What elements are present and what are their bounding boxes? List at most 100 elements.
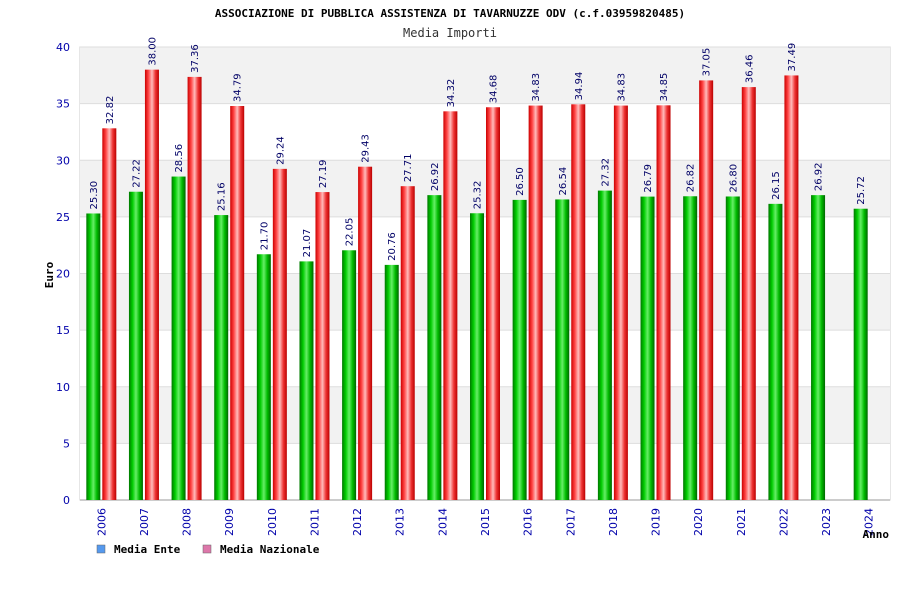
legend-label-media-nazionale: Media Nazionale [220, 543, 320, 556]
value-label: 34.83 [531, 73, 542, 102]
x-tick-label: 2008 [181, 508, 194, 536]
value-label: 34.85 [659, 73, 670, 102]
x-tick-label: 2013 [394, 508, 407, 536]
value-label: 34.32 [446, 79, 457, 108]
value-label: 26.79 [643, 164, 654, 193]
bar-media-nazionale [741, 87, 756, 500]
value-label: 29.24 [275, 136, 286, 165]
value-label: 29.43 [361, 134, 372, 163]
x-tick-label: 2015 [479, 508, 492, 536]
bar-media-ente [128, 191, 143, 500]
x-tick-label: 2009 [223, 508, 236, 536]
x-tick-label: 2024 [863, 508, 876, 536]
y-axis-ticks: 0 5 10 15 20 25 30 35 40 [56, 41, 70, 507]
bar-media-ente [555, 199, 570, 500]
value-label: 32.82 [105, 96, 116, 125]
bar-media-nazionale [102, 128, 117, 500]
x-tick-label: 2023 [820, 508, 833, 536]
bar-media-nazionale [272, 168, 287, 500]
bar-media-ente [299, 261, 314, 500]
x-tick-label: 2018 [607, 508, 620, 536]
value-label: 27.22 [131, 159, 142, 188]
bar-media-nazionale [400, 186, 415, 500]
bar-media-nazionale [613, 105, 628, 501]
value-label: 26.80 [728, 164, 739, 193]
x-tick-label: 2022 [777, 508, 790, 536]
x-tick-label: 2007 [138, 508, 151, 536]
value-label: 25.72 [856, 176, 867, 205]
bar-media-nazionale [443, 111, 458, 501]
x-tick-label: 2017 [564, 508, 577, 536]
bar-media-nazionale [528, 105, 543, 501]
y-tick-label: 5 [63, 437, 70, 450]
y-tick-label: 35 [56, 98, 70, 111]
bar-media-ente [768, 203, 783, 500]
value-label: 34.94 [574, 72, 585, 101]
y-tick-label: 40 [56, 41, 70, 54]
x-tick-label: 2020 [692, 508, 705, 536]
x-tick-label: 2014 [436, 508, 449, 536]
value-label: 26.92 [814, 162, 825, 191]
value-label: 34.79 [233, 73, 244, 102]
bar-media-ente [427, 195, 442, 501]
bar-media-ente [853, 208, 868, 500]
y-axis-label: Euro [43, 261, 56, 288]
y-tick-label: 30 [56, 154, 70, 167]
x-tick-label: 2016 [522, 508, 535, 536]
x-tick-label: 2012 [351, 508, 364, 536]
x-tick-label: 2019 [650, 508, 663, 536]
bar-media-ente [171, 176, 186, 501]
y-tick-label: 0 [63, 494, 70, 507]
bars [86, 69, 868, 501]
value-label: 37.05 [702, 48, 713, 77]
value-label: 21.70 [259, 222, 270, 251]
value-label: 37.49 [787, 43, 798, 72]
value-label: 37.36 [190, 44, 201, 73]
bar-media-ente [214, 215, 229, 501]
x-axis-ticks: 2006 2007 2008 2009 2010 2011 2012 2013 2014 2015… [95, 508, 875, 536]
legend-swatch-media-nazionale [202, 544, 212, 554]
value-label: 27.19 [318, 159, 329, 188]
value-label: 25.32 [473, 181, 484, 210]
legend-swatch-media-ente [96, 544, 106, 554]
value-label: 25.30 [89, 181, 100, 210]
y-tick-label: 15 [56, 324, 70, 337]
chart-title: ASSOCIAZIONE DI PUBBLICA ASSISTENZA DI T… [215, 7, 685, 20]
value-label: 22.05 [345, 218, 356, 247]
bar-media-ente [86, 213, 101, 501]
y-tick-label: 25 [56, 211, 70, 224]
chart-subtitle: Media Importi [403, 26, 497, 40]
x-tick-label: 2010 [266, 508, 279, 536]
legend-label-media-ente: Media Ente [114, 543, 181, 556]
bar-media-ente [384, 264, 399, 500]
x-axis-label: Anno [863, 528, 890, 541]
bar-media-ente [640, 196, 655, 500]
value-label: 34.83 [616, 73, 627, 102]
bar-media-nazionale [656, 105, 671, 500]
value-label: 27.32 [600, 158, 611, 187]
y-tick-label: 10 [56, 381, 70, 394]
value-label: 26.15 [771, 171, 782, 200]
bar-media-ente [470, 213, 484, 500]
x-tick-label: 2011 [308, 508, 321, 536]
value-label: 20.76 [387, 232, 398, 261]
bar-media-nazionale [784, 75, 799, 500]
value-label: 34.68 [489, 75, 500, 104]
x-tick-label: 2006 [95, 508, 108, 536]
bar-media-ente [512, 199, 527, 500]
x-tick-label: 2021 [735, 508, 748, 536]
bar-media-ente [256, 254, 271, 500]
value-label: 38.00 [147, 37, 158, 66]
bar-media-ente [342, 250, 357, 500]
value-label: 26.50 [515, 167, 526, 196]
value-labels: 25.30 32.82 27.22 38.00 28.56 37.36 25.16 34.79… [89, 37, 867, 261]
legend: Media Ente Media Nazionale [96, 543, 320, 556]
value-label: 36.46 [744, 54, 755, 83]
bar-media-nazionale [230, 106, 245, 501]
value-label: 25.16 [217, 182, 228, 211]
bar-media-ente [597, 190, 612, 500]
bar-media-nazionale [358, 166, 373, 500]
bar-media-ente [725, 196, 740, 501]
bar-media-nazionale [144, 69, 159, 501]
value-label: 26.92 [430, 162, 441, 191]
